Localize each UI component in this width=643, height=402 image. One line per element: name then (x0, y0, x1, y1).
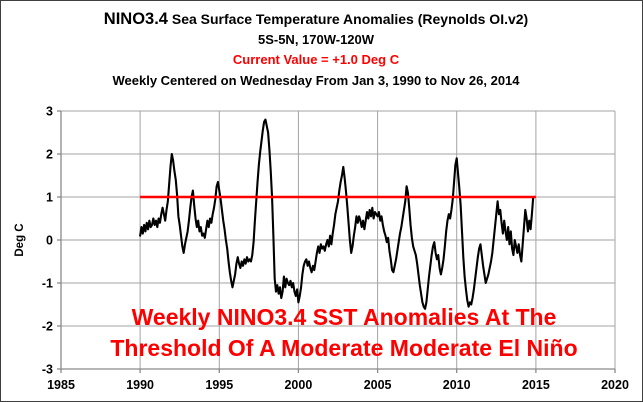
x-tick-label: 1985 (47, 378, 75, 392)
chart-title-prefix: NINO3.4 (103, 10, 168, 28)
y-tick-label: 1 (46, 191, 53, 205)
y-tick-label: -1 (42, 277, 53, 291)
x-tick-label: 2020 (601, 378, 629, 392)
chart-title-block: NINO3.4 Sea Surface Temperature Anomalie… (1, 9, 631, 91)
x-tick-label: 1990 (126, 378, 154, 392)
y-tick-label: 2 (46, 148, 53, 162)
chart-subtitle-region: 5S-5N, 170W-120W (257, 31, 375, 47)
y-tick-label: -2 (42, 320, 53, 334)
chart-current-value: Current Value = +1.0 Deg C (232, 52, 400, 67)
annotation-line-2: Threshold Of A Moderate Moderate El Niño (110, 335, 577, 361)
chart-date-range: Weekly Centered on Wednesday From Jan 3,… (112, 72, 520, 88)
chart-title-rest: Sea Surface Temperature Anomalies (Reyno… (167, 11, 529, 27)
annotation-line-1: Weekly NINO3.4 SST Anomalies At The (132, 304, 557, 330)
y-tick-label: -3 (42, 363, 53, 377)
sst-anomaly-series (139, 118, 535, 310)
y-axis-title: Deg C (14, 223, 26, 256)
x-tick-label: 1995 (205, 378, 233, 392)
x-tick-label: 2015 (522, 378, 550, 392)
x-tick-label: 2005 (364, 378, 392, 392)
x-tick-label: 2000 (284, 378, 312, 392)
chart-title: NINO3.4 Sea Surface Temperature Anomalie… (1, 9, 631, 30)
y-tick-label: 3 (46, 105, 53, 119)
x-tick-label: 2010 (443, 378, 471, 392)
y-tick-label: 0 (46, 234, 53, 248)
